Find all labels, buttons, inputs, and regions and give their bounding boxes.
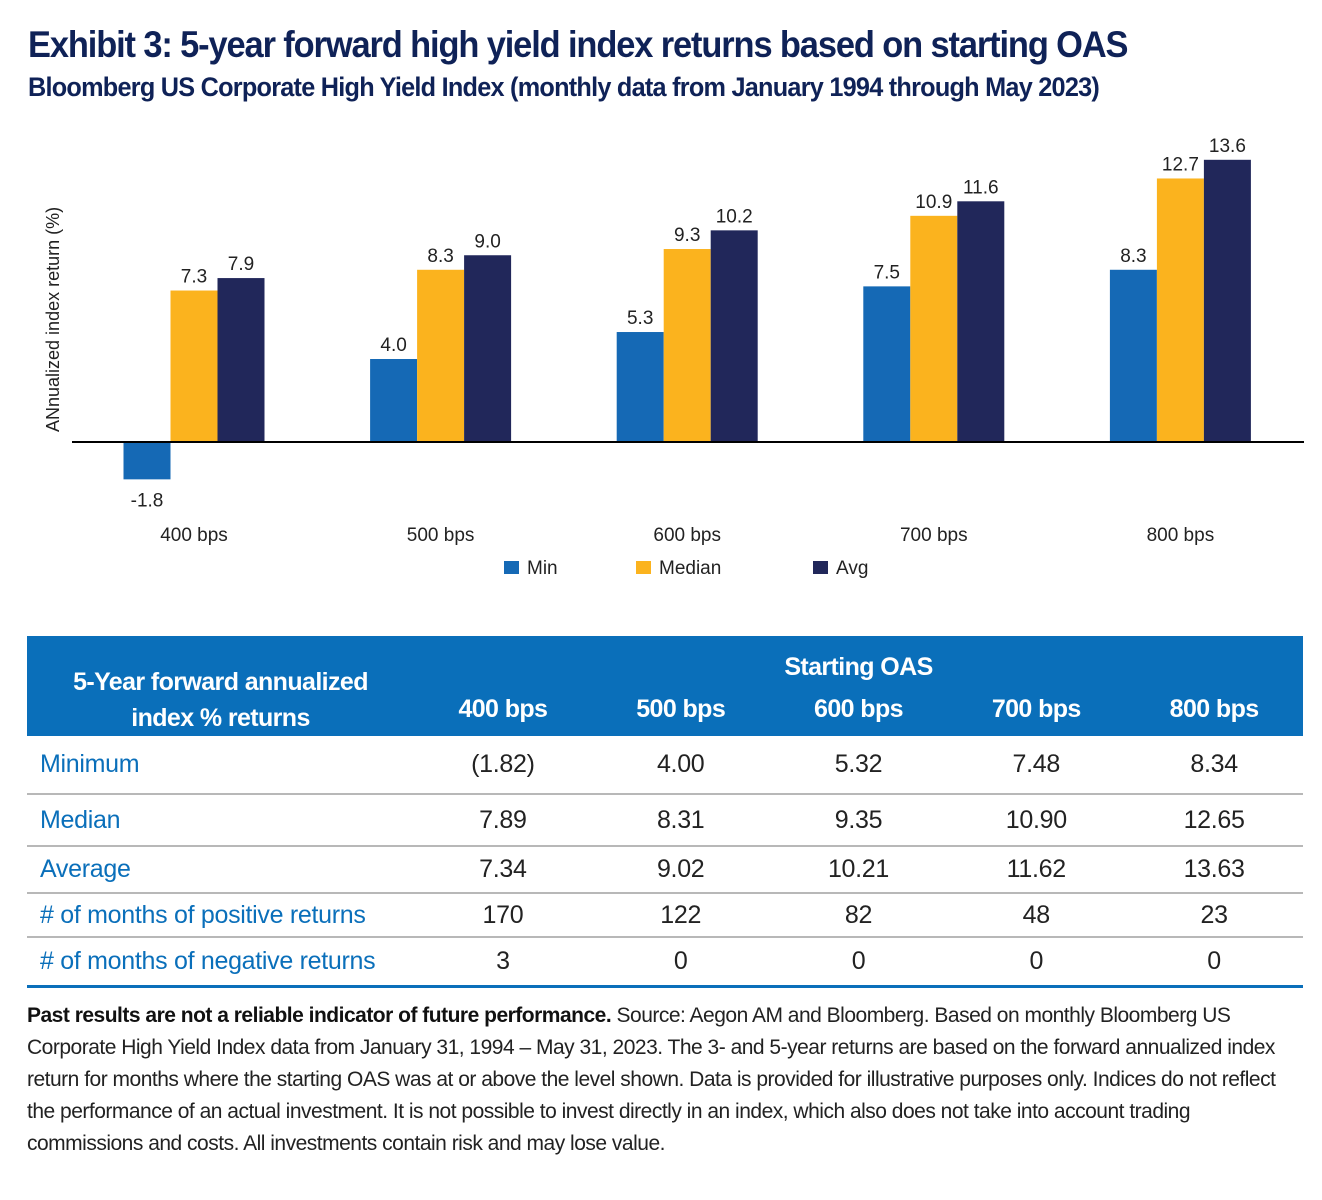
legend-swatch-median	[636, 561, 651, 574]
table-cell: 0	[947, 937, 1126, 988]
x-tick-label: 600 bps	[653, 525, 721, 546]
source-note: Source: Aegon AM and Bloomberg. Based on…	[27, 1004, 1276, 1155]
exhibit-title: Exhibit 3: 5-year forward high yield ind…	[28, 24, 1129, 65]
data-label: 9.3	[674, 225, 700, 246]
table-row-negative-months: # of months of negative returns 3 0 0 0 …	[27, 937, 1303, 988]
table-cell: 11.62	[947, 846, 1126, 894]
table-cell: 170	[414, 893, 592, 938]
bar-chart: ANnualized index return (%) -1.8 7.3 7.9 4.…	[43, 136, 1304, 579]
bar-min-400-bps	[123, 442, 171, 480]
row-header-line2: index % returns	[131, 704, 310, 732]
table-cell: 4.00	[591, 736, 770, 795]
x-tick-label: 800 bps	[1147, 525, 1215, 546]
footnote: Past results are not a reliable indicato…	[27, 1000, 1307, 1160]
legend-swatch-min	[504, 561, 519, 574]
y-axis-label: ANnualized index return (%)	[43, 207, 63, 432]
table-row-positive-months: # of months of positive returns 170 122 …	[27, 893, 1303, 938]
table-cell: 7.48	[947, 736, 1126, 795]
table-cell: 13.63	[1125, 846, 1303, 894]
starting-oas-header: Starting OAS	[784, 653, 933, 681]
table-cell: 8.31	[591, 794, 770, 847]
col-header-600: 600 bps	[814, 694, 904, 723]
bars-layer	[123, 159, 1251, 480]
legend: Min Median Avg	[504, 558, 868, 579]
data-label: 8.3	[1120, 246, 1146, 267]
table-cell: 7.89	[414, 794, 592, 847]
bar-avg-800-bps	[1203, 159, 1251, 443]
table-cell: 5.32	[769, 736, 948, 795]
data-label: 10.9	[915, 192, 952, 213]
table-cell: 122	[591, 893, 770, 938]
table-cell: 9.02	[591, 846, 770, 894]
disclaimer-bold: Past results are not a reliable indicato…	[27, 1004, 612, 1027]
bar-median-500-bps	[417, 269, 465, 442]
bar-avg-600-bps	[710, 230, 758, 442]
bar-min-800-bps	[1109, 269, 1157, 442]
table-cell: 3	[414, 937, 592, 988]
data-label: 5.3	[627, 308, 653, 329]
bar-median-400-bps	[170, 290, 218, 442]
table-row-header: 5-Year forward annualized index % return…	[27, 636, 414, 736]
bar-median-600-bps	[663, 249, 711, 442]
legend-label-avg: Avg	[836, 558, 868, 579]
row-label: Minimum	[27, 736, 414, 795]
data-label: 9.0	[474, 231, 500, 252]
table-cell: 0	[769, 937, 948, 988]
x-tick-label: 700 bps	[900, 525, 968, 546]
table-cell: 48	[947, 893, 1126, 938]
col-header-500: 500 bps	[636, 694, 726, 723]
legend-label-median: Median	[659, 558, 721, 579]
table-cell: 10.21	[769, 846, 948, 894]
table-cell: (1.82)	[414, 736, 592, 795]
bar-min-700-bps	[863, 286, 911, 442]
table-row-median: Median 7.89 8.31 9.35 10.90 12.65	[27, 794, 1303, 847]
bar-min-500-bps	[370, 359, 418, 442]
x-tick-label: 500 bps	[407, 525, 475, 546]
data-label: 10.2	[716, 206, 753, 227]
data-label: 7.9	[228, 254, 254, 275]
table-cell: 7.34	[414, 846, 592, 894]
col-header-800: 800 bps	[1169, 694, 1260, 723]
table-cell: 23	[1125, 893, 1303, 938]
legend-label-min: Min	[527, 558, 558, 579]
table-cell: 82	[769, 893, 948, 938]
data-label: 4.0	[380, 335, 406, 356]
legend-swatch-avg	[813, 561, 828, 574]
data-label: 13.6	[1209, 136, 1246, 157]
data-label: 11.6	[963, 177, 999, 198]
data-labels-layer: -1.8 7.3 7.9 4.0 8.3 9.0 5.3 9.3 10.2 7.5 10.9 11.6…	[131, 136, 1246, 512]
row-label: # of months of negative returns	[27, 937, 414, 988]
table-cell: 12.65	[1125, 794, 1303, 847]
row-label: Average	[27, 846, 414, 894]
table-cell: 0	[591, 937, 770, 988]
x-tick-label: 400 bps	[160, 525, 228, 546]
row-label: Median	[27, 794, 414, 847]
bar-avg-500-bps	[464, 255, 512, 442]
data-label: 12.7	[1162, 154, 1199, 175]
data-label: 7.5	[874, 262, 900, 283]
table-cell: 10.90	[947, 794, 1126, 847]
x-tick-labels: 400 bps 500 bps 600 bps 700 bps 800 bps	[160, 525, 1214, 546]
table-row-minimum: Minimum (1.82) 4.00 5.32 7.48 8.34	[27, 736, 1303, 795]
row-label: # of months of positive returns	[27, 893, 414, 938]
col-header-700: 700 bps	[991, 694, 1082, 723]
data-label: 7.3	[181, 267, 207, 288]
table-cell: 0	[1125, 937, 1303, 988]
col-header-400: 400 bps	[458, 694, 548, 723]
table-cell: 9.35	[769, 794, 948, 847]
table-cell: 8.34	[1125, 736, 1303, 795]
data-label: -1.8	[131, 490, 164, 511]
exhibit-subtitle: Bloomberg US Corporate High Yield Index …	[28, 72, 1100, 102]
returns-table: 5-Year forward annualized index % return…	[27, 636, 1303, 988]
row-header-line1: 5-Year forward annualized	[73, 668, 368, 696]
table-row-average: Average 7.34 9.02 10.21 11.62 13.63	[27, 846, 1303, 894]
bar-avg-700-bps	[957, 201, 1005, 442]
bar-median-800-bps	[1156, 178, 1204, 442]
data-label: 8.3	[427, 246, 453, 267]
bar-min-600-bps	[616, 332, 664, 442]
bar-avg-400-bps	[217, 278, 265, 442]
bar-median-700-bps	[910, 215, 958, 442]
